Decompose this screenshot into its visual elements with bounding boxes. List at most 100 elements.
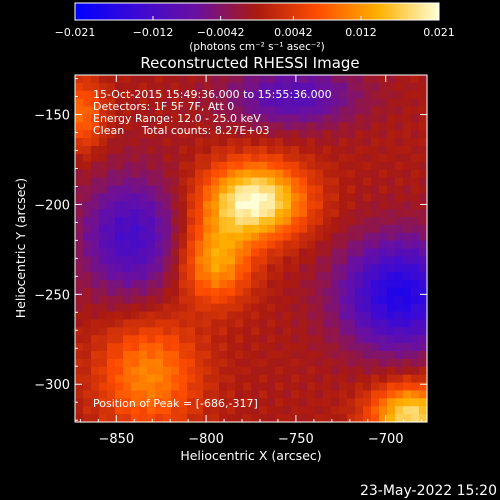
heatmap-cell <box>75 240 84 250</box>
heatmap-cell <box>403 335 412 344</box>
heatmap-cell <box>387 311 396 321</box>
heatmap-cell <box>211 414 220 423</box>
heatmap-cell <box>299 153 308 163</box>
heatmap-cell <box>99 327 108 336</box>
heatmap-cell <box>115 406 124 415</box>
heatmap-cell <box>403 177 412 187</box>
heatmap-cell <box>347 287 356 297</box>
heatmap-cell <box>179 114 188 123</box>
heatmap-cell <box>147 82 156 92</box>
heatmap-cell <box>235 248 244 257</box>
heatmap-cell <box>211 343 220 352</box>
heatmap-cell <box>355 145 364 155</box>
heatmap-cell <box>163 358 172 368</box>
heatmap-cell <box>171 232 180 242</box>
heatmap-cell <box>363 153 372 163</box>
heatmap-cell <box>115 256 124 265</box>
heatmap-cell <box>299 138 308 147</box>
heatmap-cell <box>379 75 388 84</box>
heatmap-cell <box>235 264 244 273</box>
heatmap-cell <box>139 122 148 131</box>
heatmap-cell <box>99 106 108 116</box>
heatmap-cell <box>163 256 172 265</box>
heatmap-cell <box>219 382 228 392</box>
heatmap-cell <box>347 209 356 218</box>
heatmap-cell <box>307 161 316 171</box>
heatmap-cell <box>243 303 252 313</box>
heatmap-cell <box>235 287 244 297</box>
heatmap-cell <box>363 358 372 368</box>
heatmap-cell <box>91 366 100 376</box>
heatmap-cell <box>243 75 252 84</box>
heatmap-cell <box>411 398 420 407</box>
heatmap-cell <box>211 90 220 100</box>
heatmap-cell <box>155 232 164 242</box>
heatmap-cell <box>155 75 164 84</box>
heatmap-cell <box>131 177 140 187</box>
heatmap-cell <box>187 366 196 376</box>
heatmap-cell <box>315 169 324 179</box>
heatmap-cell <box>411 264 420 273</box>
heatmap-cell <box>355 280 364 289</box>
heatmap-cell <box>227 311 236 321</box>
heatmap-cell <box>251 216 260 226</box>
heatmap-cell <box>275 145 284 155</box>
heatmap-cell <box>171 374 180 384</box>
heatmap-cell <box>411 138 420 147</box>
heatmap-cell <box>291 272 300 281</box>
heatmap-cell <box>91 240 100 250</box>
heatmap-cell <box>395 106 404 116</box>
heatmap-cell <box>227 232 236 242</box>
heatmap-cell <box>155 90 164 100</box>
heatmap-cell <box>395 193 404 202</box>
heatmap-cell <box>235 295 244 305</box>
heatmap-cell <box>187 114 196 123</box>
heatmap-cell <box>331 295 340 305</box>
heatmap-cell <box>211 390 220 399</box>
heatmap-cell <box>163 216 172 226</box>
heatmap-cell <box>227 358 236 368</box>
heatmap-cell <box>283 177 292 187</box>
heatmap-cell <box>99 82 108 92</box>
heatmap-cell <box>147 280 156 289</box>
heatmap-cell <box>123 398 132 407</box>
heatmap-cell <box>83 161 92 171</box>
heatmap-cell <box>267 193 276 202</box>
heatmap-cell <box>307 153 316 163</box>
heatmap-cell <box>323 264 332 273</box>
heatmap-cell <box>243 390 252 399</box>
heatmap-cell <box>371 114 380 123</box>
heatmap-cell <box>363 366 372 376</box>
heatmap-cell <box>115 287 124 297</box>
heatmap-cell <box>275 303 284 313</box>
heatmap-cell <box>123 106 132 116</box>
heatmap-cell <box>315 414 324 423</box>
heatmap-cell <box>299 185 308 194</box>
heatmap-cell <box>227 335 236 344</box>
heatmap-cell <box>387 295 396 305</box>
heatmap-cell <box>99 75 108 84</box>
heatmap-cell <box>339 335 348 344</box>
heatmap-cell <box>83 390 92 399</box>
heatmap-cell <box>275 169 284 179</box>
heatmap-cell <box>379 130 388 139</box>
heatmap-cell <box>371 130 380 139</box>
heatmap-cell <box>75 232 84 242</box>
heatmap-cell <box>195 311 204 321</box>
heatmap-cell <box>379 256 388 265</box>
heatmap-cell <box>331 319 340 328</box>
heatmap-cell <box>419 351 428 360</box>
heatmap-cell <box>155 177 164 187</box>
heatmap-cell <box>291 161 300 171</box>
heatmap-cell <box>363 138 372 147</box>
heatmap-cell <box>299 232 308 242</box>
heatmap-cell <box>99 256 108 265</box>
heatmap-cell <box>147 98 156 108</box>
heatmap-cell <box>147 414 156 423</box>
heatmap-cell <box>179 240 188 250</box>
heatmap-cell <box>75 224 84 234</box>
heatmap-cell <box>203 240 212 250</box>
heatmap-cell <box>395 177 404 187</box>
heatmap-cell <box>123 240 132 250</box>
heatmap-cell <box>107 145 116 155</box>
